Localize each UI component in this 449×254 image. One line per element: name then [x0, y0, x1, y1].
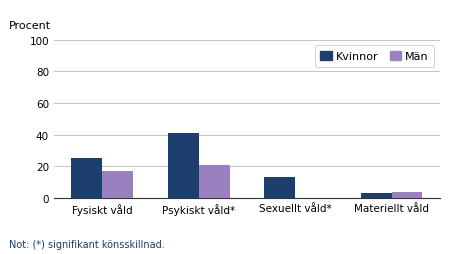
Text: Procent: Procent: [9, 21, 51, 30]
Bar: [102, 171, 133, 198]
Bar: [168, 134, 199, 198]
Bar: [392, 192, 423, 198]
Text: Not: (*) signifikant könsskillnad.: Not: (*) signifikant könsskillnad.: [9, 239, 165, 249]
Bar: [199, 165, 229, 198]
Bar: [71, 159, 102, 198]
Legend: Kvinnor, Män: Kvinnor, Män: [315, 46, 435, 68]
Bar: [264, 178, 295, 198]
Bar: [361, 193, 392, 198]
